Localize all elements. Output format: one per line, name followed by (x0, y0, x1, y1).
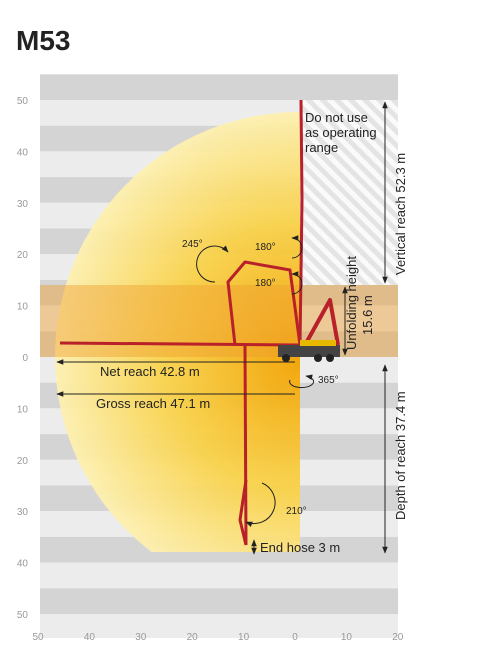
y-tick-label: 40 (17, 147, 29, 158)
dimension-label: Net reach 42.8 m (100, 364, 200, 379)
x-tick-label: 50 (32, 632, 44, 643)
reach-area (55, 112, 300, 552)
hatched-zone (300, 100, 398, 285)
dimension-lines (56, 101, 388, 555)
angle-label: 210° (286, 506, 307, 517)
dimension-label: Unfolding height (344, 256, 359, 350)
annotations: Do not use as operating range Vertical r… (96, 110, 408, 555)
x-tick-label: 10 (341, 632, 353, 643)
dimension-label: Depth of reach 37.4 m (393, 391, 408, 520)
y-tick-label: 50 (17, 610, 29, 621)
note: range (305, 140, 338, 155)
x-tick-label: 30 (135, 632, 147, 643)
x-tick-label: 40 (84, 632, 96, 643)
y-tick-label: 20 (17, 250, 29, 261)
y-tick-label: 50 (17, 96, 29, 107)
y-tick-label: 0 (22, 353, 28, 364)
stripe (40, 562, 398, 589)
angle-label: 180° (255, 278, 276, 289)
x-tick-label: 20 (392, 632, 404, 643)
y-tick-label: 30 (17, 199, 29, 210)
angle-label: 365° (318, 375, 339, 386)
x-tick-label: 0 (292, 632, 298, 643)
stripe (40, 588, 398, 614)
dimension-label: 15.6 m (360, 295, 375, 335)
truck (278, 340, 340, 362)
x-tick-label: 20 (187, 632, 199, 643)
dimension-label: Gross reach 47.1 m (96, 396, 210, 411)
note: Do not use (305, 110, 368, 125)
y-tick-label: 40 (17, 559, 29, 570)
boom (59, 99, 340, 546)
dimension-label: End hose 3 m (260, 540, 340, 555)
title: M53 (16, 25, 70, 56)
dimension-label: Vertical reach 52.3 m (393, 153, 408, 275)
y-tick-label: 30 (17, 507, 29, 518)
note: as operating (305, 125, 377, 140)
stripe (40, 74, 398, 100)
angle-label: 245° (182, 239, 203, 250)
angle-label: 180° (255, 242, 276, 253)
y-tick-label: 10 (17, 404, 29, 415)
stripe (40, 614, 398, 638)
y-tick-label: 10 (17, 302, 29, 313)
y-tick-label: 20 (17, 456, 29, 467)
x-tick-label: 10 (238, 632, 250, 643)
